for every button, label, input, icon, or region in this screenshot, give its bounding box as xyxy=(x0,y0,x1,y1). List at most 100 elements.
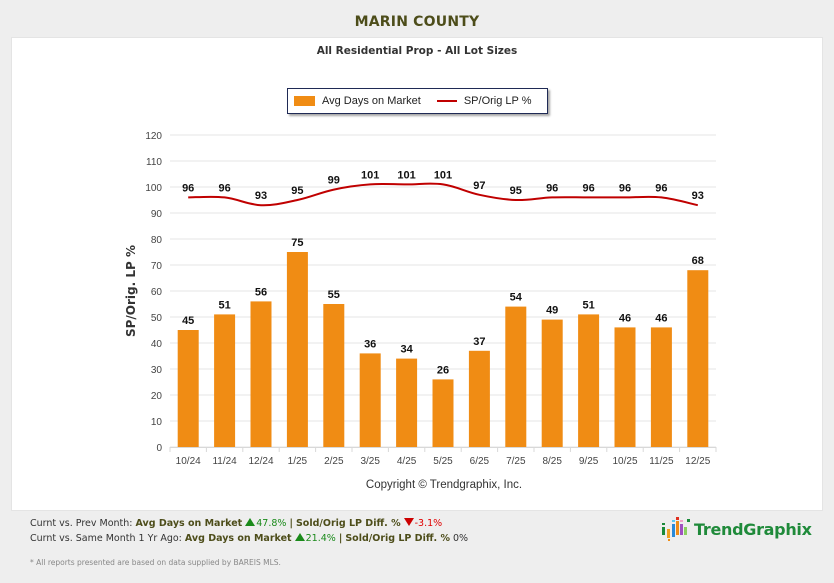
x-tick-label: 5/25 xyxy=(433,456,453,467)
year-ago-metric1-label: Avg Days on Market xyxy=(184,533,292,544)
bar-data-label: 51 xyxy=(218,299,230,311)
bar xyxy=(432,379,454,447)
y-tick-label: 110 xyxy=(146,157,162,168)
x-tick-label: 11/24 xyxy=(212,456,237,467)
bar-data-label: 46 xyxy=(619,312,631,324)
x-tick-label: 8/25 xyxy=(542,456,562,467)
legend-swatch-bar xyxy=(294,96,315,106)
year-ago-metric2-value: 0% xyxy=(453,533,469,544)
bar-data-label: 68 xyxy=(692,255,704,267)
chart-subtitle: All Residential Prop - All Lot Sizes xyxy=(316,45,518,57)
bar xyxy=(359,353,381,447)
bar-data-label: 37 xyxy=(473,336,485,348)
line-data-label: 101 xyxy=(434,169,452,181)
y-tick-label: 0 xyxy=(156,443,162,454)
x-tick-label: 2/25 xyxy=(324,456,344,467)
bar xyxy=(541,319,563,447)
y-tick-label: 100 xyxy=(145,183,162,194)
x-tick-label: 10/25 xyxy=(612,456,637,467)
prev-month-prefix: Curnt vs. Prev Month: xyxy=(30,518,133,529)
line-data-label: 95 xyxy=(510,185,522,197)
x-tick-label: 4/25 xyxy=(397,456,417,467)
line-data-label: 95 xyxy=(291,185,303,197)
bar xyxy=(286,252,308,447)
y-tick-label: 60 xyxy=(151,287,163,298)
bar-data-label: 36 xyxy=(364,338,376,350)
bar xyxy=(578,314,600,447)
copyright-text: Copyright © Trendgraphix, Inc. xyxy=(366,479,522,491)
bar xyxy=(614,327,636,447)
x-tick-label: 6/25 xyxy=(470,456,490,467)
bar xyxy=(468,350,490,447)
line-data-label: 97 xyxy=(473,180,485,192)
legend-label-sp-orig-lp[interactable]: SP/Orig LP % xyxy=(463,95,532,107)
line-data-label: 93 xyxy=(692,190,704,202)
y-tick-label: 30 xyxy=(151,365,163,376)
footer-year-ago: Curnt vs. Same Month 1 Yr Ago: Avg Days … xyxy=(30,533,468,544)
trend-up-icon xyxy=(245,518,256,526)
x-tick-label: 12/25 xyxy=(685,456,710,467)
line-series-sp-orig-lp xyxy=(188,182,699,207)
separator: | xyxy=(338,533,343,544)
y-axis-ticks: 0 10 20 30 40 50 60 70 80 90 100 110 120 xyxy=(145,131,162,454)
year-ago-prefix: Curnt vs. Same Month 1 Yr Ago: xyxy=(30,533,182,544)
line-data-label: 93 xyxy=(255,190,267,202)
y-tick-label: 90 xyxy=(151,209,163,220)
footer-prev-month: Curnt vs. Prev Month: Avg Days on Market… xyxy=(30,518,442,529)
line-data-label: 96 xyxy=(655,182,667,194)
bar-data-label: 46 xyxy=(655,312,667,324)
line-data-label: 96 xyxy=(582,182,594,194)
x-tick-label: 3/25 xyxy=(360,456,380,467)
trendgraphix-logo: TrendGraphix xyxy=(660,516,812,542)
bar xyxy=(323,304,345,447)
data-source-note: * All reports presented are based on dat… xyxy=(30,558,281,567)
y-tick-label: 70 xyxy=(151,261,163,272)
line-data-label: 101 xyxy=(397,169,415,181)
prev-month-metric1-value: 47.8% xyxy=(256,518,287,529)
logo-text: TrendGraphix xyxy=(694,519,812,539)
bar-data-label: 55 xyxy=(328,289,340,301)
y-tick-label: 40 xyxy=(151,339,163,350)
bar xyxy=(250,301,272,447)
bar xyxy=(687,270,709,447)
bar-data-label: 51 xyxy=(582,299,594,311)
line-data-label: 96 xyxy=(619,182,631,194)
y-tick-label: 120 xyxy=(145,131,162,142)
county-title: MARIN COUNTY xyxy=(354,14,480,30)
line-data-label: 96 xyxy=(218,182,230,194)
prev-month-metric2-label: Sold/Orig LP Diff. % xyxy=(295,518,401,529)
line-data-label: 99 xyxy=(328,175,340,187)
bar-data-label: 54 xyxy=(510,292,523,304)
separator: | xyxy=(289,518,293,529)
bar xyxy=(396,358,418,447)
chart-legend: Avg Days on Market SP/Orig LP % xyxy=(287,88,548,114)
prev-month-metric1-label: Avg Days on Market xyxy=(135,518,243,529)
x-tick-label: 10/24 xyxy=(176,456,201,467)
line-labels: 96 96 93 95 99 101 101 101 97 95 96 96 96 96 93 xyxy=(182,169,704,202)
y-axis-label: SP/Orig. LP % xyxy=(124,245,138,337)
line-data-label: 101 xyxy=(361,169,379,181)
trend-up-icon xyxy=(294,533,305,541)
year-ago-metric1-value: 21.4% xyxy=(305,533,336,544)
x-axis: 10/24 11/24 12/24 1/25 2/25 3/25 4/25 5/25 6/25 7… xyxy=(169,447,717,467)
bar xyxy=(214,314,236,447)
x-tick-label: 1/25 xyxy=(288,456,308,467)
legend-label-days-on-market[interactable]: Avg Days on Market xyxy=(322,95,421,107)
bar xyxy=(650,327,672,447)
line-data-label: 96 xyxy=(182,182,194,194)
trend-down-icon xyxy=(403,518,414,526)
x-tick-label: 7/25 xyxy=(506,456,526,467)
bar-data-label: 49 xyxy=(546,305,558,317)
line-data-label: 96 xyxy=(546,182,558,194)
bar xyxy=(505,306,527,447)
x-tick-label: 12/24 xyxy=(248,456,273,467)
x-tick-label: 9/25 xyxy=(579,456,599,467)
bar-series xyxy=(177,252,709,447)
bar-labels: 45 51 56 75 55 36 34 26 37 54 49 51 46 46 68 xyxy=(182,237,704,376)
bar-data-label: 26 xyxy=(437,364,449,376)
bar-data-label: 34 xyxy=(400,344,413,356)
year-ago-metric2-label: Sold/Orig LP Diff. % xyxy=(345,533,450,544)
bar-data-label: 75 xyxy=(291,237,303,249)
prev-month-metric2-value: -3.1% xyxy=(414,518,443,529)
